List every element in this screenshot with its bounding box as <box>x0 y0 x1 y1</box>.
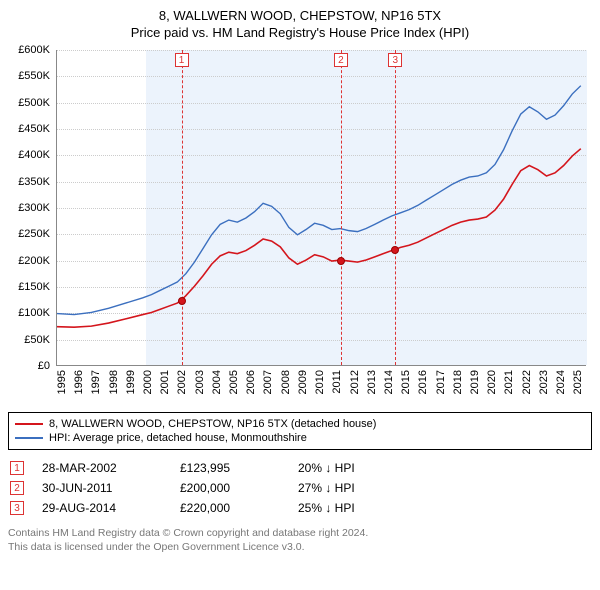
y-tick-label: £450K <box>18 123 50 135</box>
x-tick-label: 2008 <box>280 370 292 394</box>
event-marker-line <box>341 50 342 365</box>
x-tick-label: 1999 <box>125 370 137 394</box>
sale-index-box: 1 <box>10 461 24 475</box>
sale-date: 28-MAR-2002 <box>42 461 162 475</box>
sale-point <box>337 257 345 265</box>
plot-svg <box>57 50 586 365</box>
event-marker-box: 2 <box>334 53 348 67</box>
x-tick-label: 2025 <box>572 370 584 394</box>
x-tick-label: 2002 <box>176 370 188 394</box>
x-tick-label: 2013 <box>366 370 378 394</box>
sale-date: 30-JUN-2011 <box>42 481 162 495</box>
chart-title-address: 8, WALLWERN WOOD, CHEPSTOW, NP16 5TX <box>8 8 592 23</box>
x-tick-label: 2021 <box>503 370 515 394</box>
sale-row: 3 29-AUG-2014 £220,000 25% ↓ HPI <box>8 498 592 518</box>
legend-label: HPI: Average price, detached house, Monm… <box>49 432 307 444</box>
event-marker-box: 1 <box>175 53 189 67</box>
y-tick-label: £400K <box>18 149 50 161</box>
sale-hpi-diff: 27% ↓ HPI <box>298 481 418 495</box>
y-tick-label: £200K <box>18 255 50 267</box>
x-tick-label: 1998 <box>108 370 120 394</box>
legend-label: 8, WALLWERN WOOD, CHEPSTOW, NP16 5TX (de… <box>49 418 376 430</box>
x-tick-label: 2012 <box>349 370 361 394</box>
x-tick-label: 2001 <box>159 370 171 394</box>
y-tick-label: £250K <box>18 228 50 240</box>
x-tick-label: 2023 <box>538 370 550 394</box>
sale-point <box>391 246 399 254</box>
chart-title-block: 8, WALLWERN WOOD, CHEPSTOW, NP16 5TX Pri… <box>8 8 592 40</box>
x-tick-label: 2007 <box>262 370 274 394</box>
chart-container: £0 £50K £100K £150K £200K £250K £300K £350K £400… <box>8 46 592 406</box>
x-tick-label: 2009 <box>297 370 309 394</box>
x-tick-label: 2006 <box>245 370 257 394</box>
sale-index-box: 3 <box>10 501 24 515</box>
chart-legend: 8, WALLWERN WOOD, CHEPSTOW, NP16 5TX (de… <box>8 412 592 450</box>
y-tick-label: £50K <box>24 334 50 346</box>
x-tick-label: 2019 <box>469 370 481 394</box>
legend-item: HPI: Average price, detached house, Monm… <box>15 431 585 445</box>
sale-index-box: 2 <box>10 481 24 495</box>
event-marker-line <box>182 50 183 365</box>
x-tick-label: 2004 <box>211 370 223 394</box>
legend-swatch <box>15 423 43 425</box>
event-marker-line <box>395 50 396 365</box>
event-marker-box: 3 <box>388 53 402 67</box>
legend-swatch <box>15 437 43 439</box>
sale-hpi-diff: 20% ↓ HPI <box>298 461 418 475</box>
x-tick-label: 2005 <box>228 370 240 394</box>
footer-line-2: This data is licensed under the Open Gov… <box>8 540 592 554</box>
x-tick-label: 2018 <box>452 370 464 394</box>
plot-area: 1 2 3 <box>56 50 586 366</box>
sale-price: £220,000 <box>180 501 280 515</box>
sale-hpi-diff: 25% ↓ HPI <box>298 501 418 515</box>
x-tick-label: 2017 <box>435 370 447 394</box>
y-tick-label: £100K <box>18 307 50 319</box>
x-tick-label: 2003 <box>194 370 206 394</box>
x-axis: 1995 1996 1997 1998 1999 2000 2001 2002 2003 2004… <box>56 370 586 406</box>
y-tick-label: £350K <box>18 176 50 188</box>
legend-item: 8, WALLWERN WOOD, CHEPSTOW, NP16 5TX (de… <box>15 417 585 431</box>
x-tick-label: 2014 <box>383 370 395 394</box>
x-tick-label: 2020 <box>486 370 498 394</box>
x-tick-label: 2016 <box>417 370 429 394</box>
sale-point <box>178 297 186 305</box>
y-axis: £0£50K£100K£150K£200K£250K£300K£350K£400… <box>8 46 52 366</box>
y-tick-label: £500K <box>18 97 50 109</box>
x-tick-label: 2024 <box>555 370 567 394</box>
y-tick-label: £0 <box>38 360 50 372</box>
x-tick-label: 1996 <box>73 370 85 394</box>
y-tick-label: £150K <box>18 281 50 293</box>
y-tick-label: £300K <box>18 202 50 214</box>
sale-price: £123,995 <box>180 461 280 475</box>
y-tick-label: £600K <box>18 44 50 56</box>
sale-date: 29-AUG-2014 <box>42 501 162 515</box>
sales-table: 1 28-MAR-2002 £123,995 20% ↓ HPI 2 30-JUN-201… <box>8 458 592 518</box>
sale-row: 1 28-MAR-2002 £123,995 20% ↓ HPI <box>8 458 592 478</box>
x-tick-label: 2010 <box>314 370 326 394</box>
chart-footer: Contains HM Land Registry data © Crown c… <box>8 526 592 554</box>
x-tick-label: 2022 <box>521 370 533 394</box>
footer-line-1: Contains HM Land Registry data © Crown c… <box>8 526 592 540</box>
x-tick-label: 1997 <box>90 370 102 394</box>
sale-row: 2 30-JUN-2011 £200,000 27% ↓ HPI <box>8 478 592 498</box>
x-tick-label: 1995 <box>56 370 68 394</box>
chart-title-subtitle: Price paid vs. HM Land Registry's House … <box>8 25 592 40</box>
x-tick-label: 2000 <box>142 370 154 394</box>
sale-price: £200,000 <box>180 481 280 495</box>
x-tick-label: 2015 <box>400 370 412 394</box>
y-tick-label: £550K <box>18 70 50 82</box>
x-tick-label: 2011 <box>331 370 343 394</box>
